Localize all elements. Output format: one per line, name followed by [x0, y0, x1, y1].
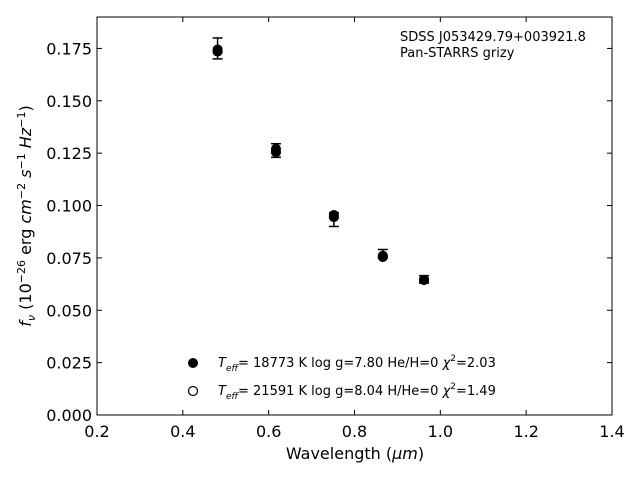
- y-tick-label: 0.150: [46, 92, 92, 111]
- y-tick-label: 0.025: [46, 354, 92, 373]
- legend-marker-filled: [188, 358, 198, 368]
- x-axis-label: Wavelength (μm): [286, 444, 424, 463]
- model-point-filled: [328, 211, 339, 223]
- y-tick-label: 0.050: [46, 301, 92, 320]
- model-point-filled: [418, 274, 430, 285]
- y-tick-label: 0.175: [46, 39, 92, 58]
- y-tick-label: 0.100: [46, 197, 92, 216]
- x-tick-label: 0.2: [84, 422, 109, 441]
- y-axis-ticks: 0.000 0.025 0.050 0.075 0.100 0.125 0.150 0.175: [46, 39, 612, 425]
- x-axis-ticks: 0.2 0.4 0.6 0.8 1.0 1.2 1.4: [84, 17, 625, 441]
- x-tick-label: 1.4: [599, 422, 624, 441]
- model-point-filled: [212, 46, 223, 57]
- survey-annotation: Pan-STARRS grizy: [400, 46, 515, 61]
- x-tick-label: 0.4: [170, 422, 195, 441]
- legend-marker-open: [187, 385, 199, 397]
- model-point-filled: [377, 251, 388, 262]
- x-tick-label: 0.6: [256, 422, 281, 441]
- legend-entry-2: Teff= 21591 K log g=8.04 H/He=0 χ2=1.49: [218, 382, 496, 402]
- y-axis-label: fν (10−26 erg cm−2 s−1 Hz−1): [15, 105, 38, 326]
- x-tick-label: 1.0: [428, 422, 453, 441]
- y-tick-label: 0.075: [46, 249, 92, 268]
- data-marks: [212, 37, 430, 285]
- y-tick-label: 0.000: [46, 406, 92, 425]
- x-tick-label: 1.2: [513, 422, 538, 441]
- model-point-filled: [270, 147, 282, 158]
- legend: Teff= 18773 K log g=7.80 He/H=0 χ2=2.03 …: [187, 354, 496, 402]
- object-name-annotation: SDSS J053429.79+003921.8: [400, 30, 586, 45]
- y-tick-label: 0.125: [46, 144, 92, 163]
- x-tick-label: 0.8: [342, 422, 367, 441]
- legend-entry-1: Teff= 18773 K log g=7.80 He/H=0 χ2=2.03: [218, 354, 496, 374]
